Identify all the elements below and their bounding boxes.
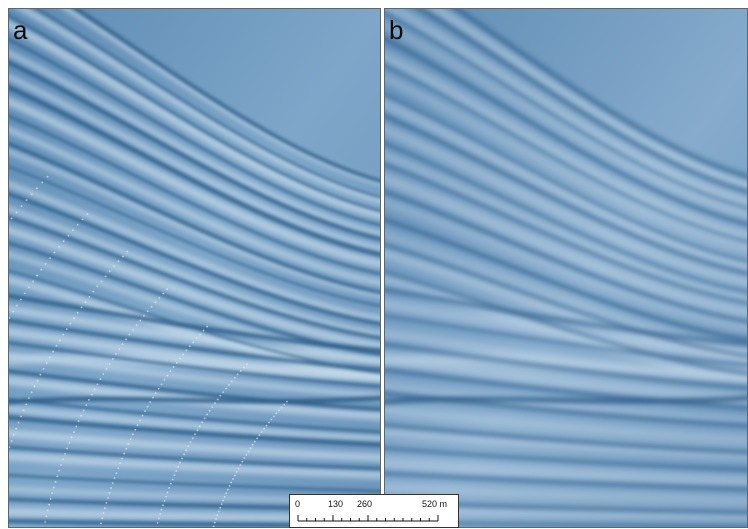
scale-bar: 0 130 260 520 m [289,494,459,528]
scale-tick-520: 520 m [422,499,448,509]
relief-panel-b: b [384,8,748,528]
scale-tick-260: 260 [357,499,373,509]
scale-tick-0: 0 [295,499,301,509]
relief-image-a [9,9,380,527]
panel-label-a: a [13,15,28,45]
scale-bar-graphic [297,515,439,522]
scale-tick-130: 130 [328,499,344,509]
panel-label-b: b [389,15,404,45]
relief-image-b [385,9,747,527]
relief-panel-a: a [8,8,381,528]
